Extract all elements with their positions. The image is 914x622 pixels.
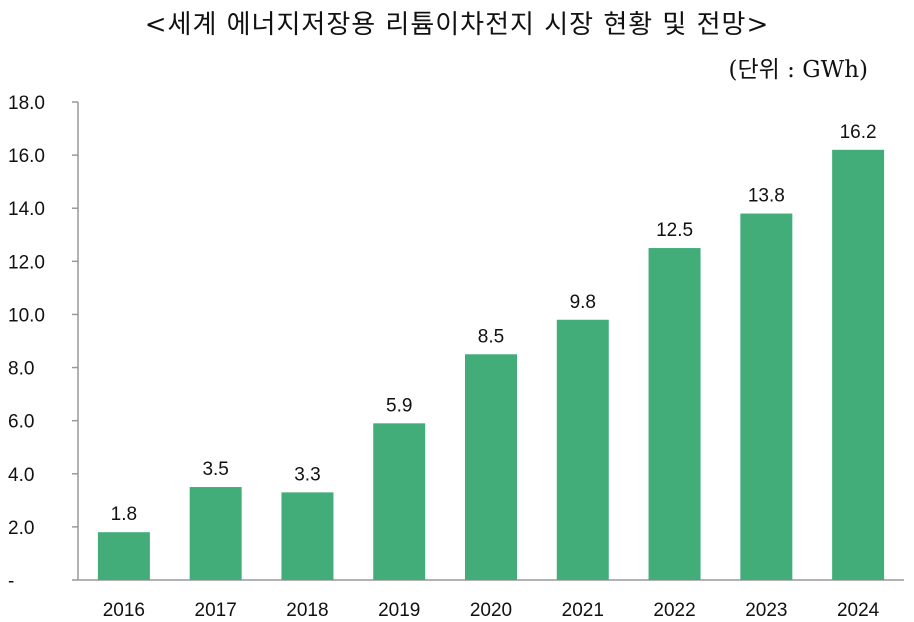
data-label: 13.8 — [748, 186, 785, 207]
data-label: 8.5 — [478, 326, 504, 347]
y-tick-label: 12.0 — [8, 252, 45, 273]
bar — [648, 248, 701, 581]
y-tick-label: 8.0 — [8, 359, 34, 380]
y-tick-label: 16.0 — [8, 146, 45, 167]
unit-label: (단위 : GWh) — [728, 57, 868, 83]
x-tick-label: 2021 — [562, 600, 604, 621]
bar — [465, 354, 517, 580]
x-tick-label: 2022 — [653, 600, 695, 621]
y-tick-label: 14.0 — [8, 199, 45, 220]
y-tick-label: - — [8, 571, 14, 592]
x-tick-label: 2018 — [286, 600, 328, 621]
bar — [740, 213, 793, 581]
chart-title: <세계 에너지저장용 리튬이차전지 시장 현황 및 전망> — [144, 10, 770, 40]
x-tick-label: 2016 — [103, 600, 145, 621]
x-tick-label: 2019 — [378, 600, 420, 621]
bar — [832, 149, 885, 581]
y-tick-label: 18.0 — [8, 93, 45, 114]
x-tick-label: 2023 — [745, 600, 787, 621]
bar — [373, 423, 426, 580]
data-label: 1.8 — [111, 504, 137, 525]
data-label: 5.9 — [386, 395, 412, 416]
bar — [281, 492, 334, 580]
bar — [556, 319, 609, 580]
y-tick-label: 2.0 — [8, 518, 34, 539]
data-label: 12.5 — [656, 220, 693, 241]
bar — [189, 487, 242, 580]
y-tick-label: 10.0 — [8, 305, 45, 326]
x-tick-label: 2024 — [837, 600, 880, 621]
y-tick-label: 4.0 — [8, 465, 34, 486]
data-label: 3.5 — [202, 459, 228, 480]
x-tick-label: 2020 — [470, 600, 512, 621]
bar — [97, 532, 150, 580]
data-label: 16.2 — [840, 122, 877, 143]
y-tick-label: 6.0 — [8, 412, 34, 433]
x-tick-label: 2017 — [195, 600, 237, 621]
data-label: 3.3 — [294, 464, 320, 485]
data-label: 9.8 — [570, 292, 596, 313]
